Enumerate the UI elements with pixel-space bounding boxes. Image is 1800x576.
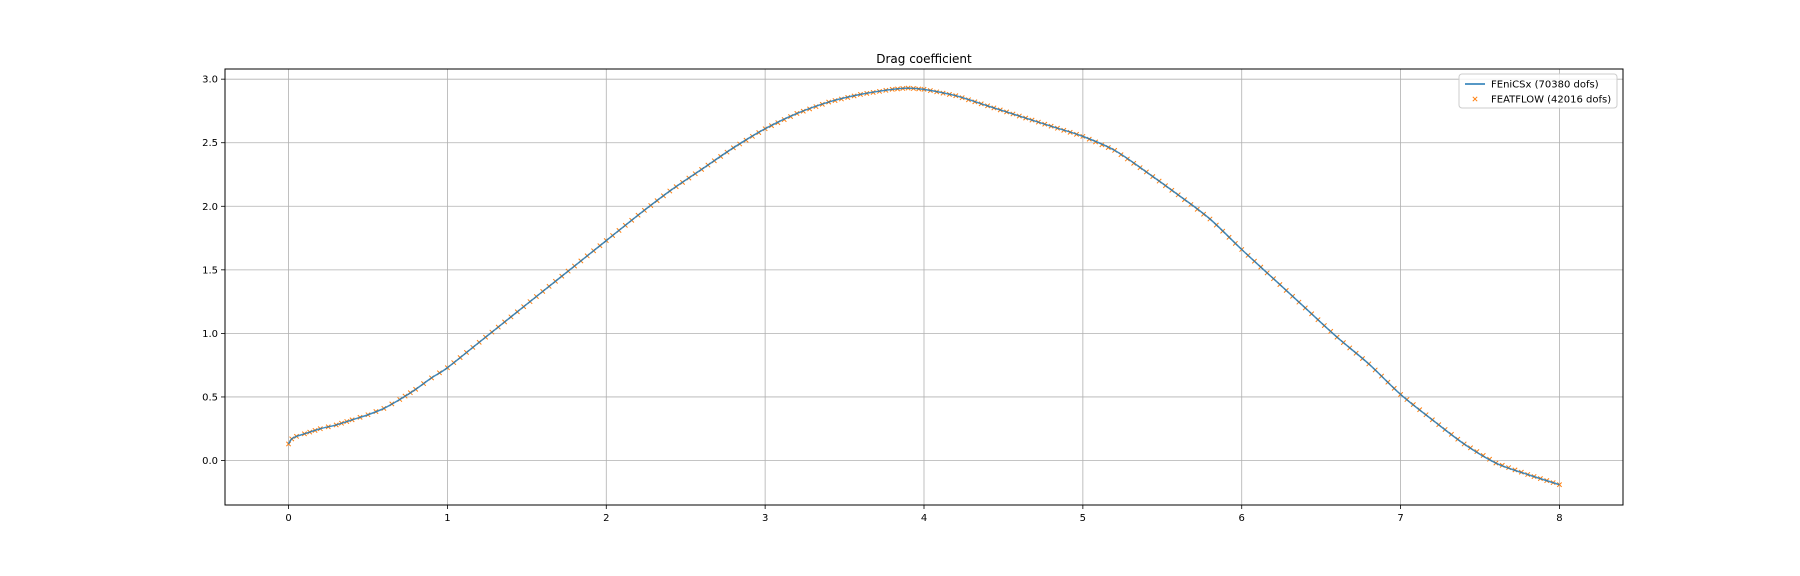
y-tick-label: 2.5 <box>202 138 218 149</box>
x-tick-label: 4 <box>921 513 927 524</box>
x-tick-label: 6 <box>1239 513 1245 524</box>
y-tick-label: 3.0 <box>202 75 218 86</box>
legend-marker-swatch <box>1472 96 1478 102</box>
y-tick-label: 1.0 <box>202 329 218 340</box>
legend-label: FEATFLOW (42016 dofs) <box>1491 95 1611 106</box>
x-tick-label: 7 <box>1397 513 1403 524</box>
grid-lines <box>225 69 1623 505</box>
x-tick-label: 2 <box>603 513 609 524</box>
y-tick-label: 1.5 <box>202 265 218 276</box>
y-axis-ticks: 0.0 0.5 1.0 1.5 2.0 2.5 3.0 <box>202 75 225 467</box>
x-tick-label: 8 <box>1556 513 1562 524</box>
y-tick-label: 0.0 <box>202 456 218 467</box>
plot-frame <box>224 68 1624 506</box>
plot-series <box>285 85 1563 488</box>
legend: FEniCSx (70380 dofs) FEATFLOW (42016 dofs… <box>1458 73 1618 109</box>
legend-box <box>1458 73 1618 109</box>
x-tick-label: 3 <box>762 513 768 524</box>
x-tick-label: 0 <box>285 513 291 524</box>
y-tick-label: 0.5 <box>202 392 218 403</box>
y-tick-label: 2.0 <box>202 202 218 213</box>
x-axis-ticks: 0 1 2 3 4 5 6 7 8 <box>285 505 1563 524</box>
series-fenicsx-line <box>287 87 1560 486</box>
legend-label: FEniCSx (70380 dofs) <box>1491 80 1599 91</box>
x-tick-label: 1 <box>444 513 450 524</box>
chart-title: Drag coefficient <box>876 52 972 66</box>
x-tick-label: 5 <box>1080 513 1086 524</box>
